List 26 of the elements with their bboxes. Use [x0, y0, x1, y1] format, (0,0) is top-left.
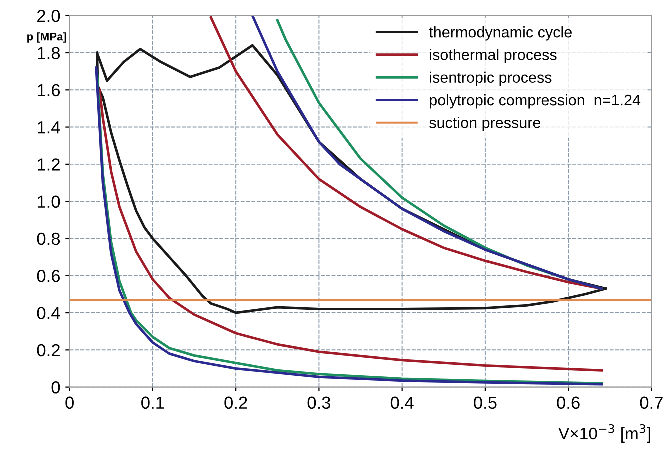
- legend-label: thermodynamic cycle: [429, 26, 572, 41]
- y-tick-label: 0: [52, 381, 60, 394]
- y-tick-label: 1.4: [38, 122, 60, 134]
- y-tick-label: 1.8: [38, 47, 60, 60]
- y-tick-label: 2.0: [38, 10, 60, 22]
- x-tick-label: 0.6: [557, 396, 580, 410]
- y-tick-label: 0.2: [37, 344, 60, 357]
- y-tick-label: 0.4: [37, 307, 60, 320]
- y-tick-label: 0.8: [37, 232, 60, 246]
- legend-label: isentropic process: [430, 72, 552, 86]
- x-tick-label: 0.7: [640, 396, 663, 410]
- y-tick-label: 1.0: [38, 196, 60, 208]
- x-axis-title: V×10$^{−3}$ [m$^{3}$]: [558, 424, 650, 443]
- x-tick-label: 0.4: [390, 396, 414, 410]
- x-tick-label: 0: [66, 396, 74, 410]
- y-tick-label: 1.2: [38, 158, 60, 171]
- y-tick-label: 0.6: [37, 270, 60, 282]
- y-tick-label: 1.6: [38, 84, 60, 97]
- legend-label: suction pressure: [430, 117, 541, 132]
- y-axis-title: p [MPa]: [28, 32, 66, 43]
- legend-label: polytropic compression n=1.24: [430, 94, 641, 109]
- x-tick-label: 0.1: [142, 396, 164, 410]
- x-tick-label: 0.2: [224, 396, 248, 410]
- legend-label: isothermal process: [430, 49, 557, 64]
- x-tick-label: 0.3: [308, 396, 331, 410]
- x-tick-label: 0.5: [474, 396, 497, 410]
